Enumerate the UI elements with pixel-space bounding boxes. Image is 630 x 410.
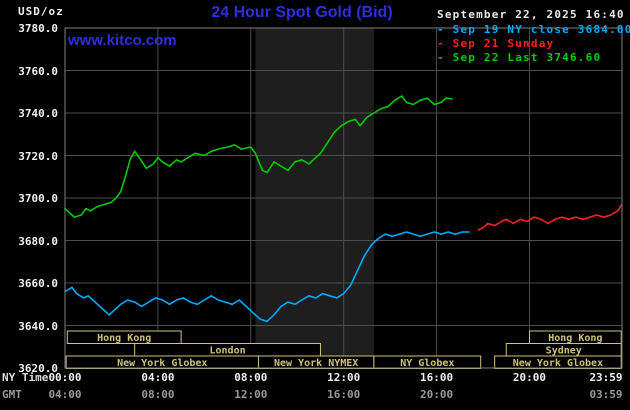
session-box	[66, 330, 182, 344]
gmt-axis-label: GMT	[2, 388, 22, 401]
x-tick-ny-label: 04:00	[141, 371, 175, 384]
x-tick-gmt-label: 08:00	[141, 388, 175, 401]
legend-entry: - Sep 19 NY close 3684.00	[437, 23, 630, 36]
kitco-watermark-link[interactable]: www.kitco.com	[68, 32, 177, 49]
y-tick-label: 3660.0	[18, 277, 58, 290]
x-tick-gmt-label: 04:00	[48, 388, 82, 401]
session-label: Hong Kong	[548, 333, 602, 344]
y-tick-label: 3780.0	[18, 22, 58, 35]
y-tick-label: 3640.0	[18, 319, 58, 333]
legend-entry: - Sep 21 Sunday	[437, 37, 555, 50]
chart-title: 24 Hour Spot Gold (Bid)	[211, 4, 393, 21]
session-label: Hong Kong	[97, 333, 151, 344]
x-tick-gmt-label: 03:59	[589, 388, 623, 401]
y-tick-label: 3680.0	[18, 234, 58, 248]
session-label: NY Globex	[400, 358, 454, 369]
session-label: New York NYMEX	[274, 358, 358, 369]
series-line-sep22	[64, 95, 454, 218]
x-tick-gmt-label: 16:00	[327, 388, 361, 401]
session-label: New York Globex	[117, 358, 207, 369]
chart-legend: - Sep 19 NY close 3684.00- Sep 21 Sunday…	[437, 23, 630, 65]
y-tick-label: 3760.0	[18, 64, 58, 78]
chart-datetime: September 22, 2025 16:40	[437, 8, 625, 21]
x-tick-ny-label: 08:00	[234, 371, 268, 384]
series-line-sep21	[477, 203, 623, 231]
session-label: New York Globex	[513, 358, 603, 369]
y-tick-label: 3620.0	[18, 362, 58, 375]
legend-entry: - Sep 22 Last 3746.60	[437, 51, 602, 64]
x-tick-gmt-label: 20:00	[420, 388, 454, 401]
ny-time-axis-label: NY Time	[2, 371, 49, 384]
y-tick-label: 3740.0	[18, 107, 58, 120]
x-tick-ny-label: 12:00	[327, 371, 361, 384]
session-label: London	[210, 346, 246, 357]
y-tick-label: 3720.0	[18, 149, 58, 163]
x-tick-ny-label: 16:00	[420, 371, 454, 384]
x-tick-ny-label: 23:59	[589, 371, 623, 384]
session-label: Sydney	[546, 346, 582, 357]
x-tick-gmt-label: 12:00	[234, 388, 268, 401]
series-line-sep19	[64, 231, 470, 323]
unit-label: USD/oz	[18, 5, 64, 18]
x-tick-ny-label: 00:00	[48, 371, 82, 384]
x-tick-ny-label: 20:00	[512, 371, 547, 384]
plot-border	[64, 27, 623, 369]
y-tick-label: 3700.0	[18, 192, 58, 205]
